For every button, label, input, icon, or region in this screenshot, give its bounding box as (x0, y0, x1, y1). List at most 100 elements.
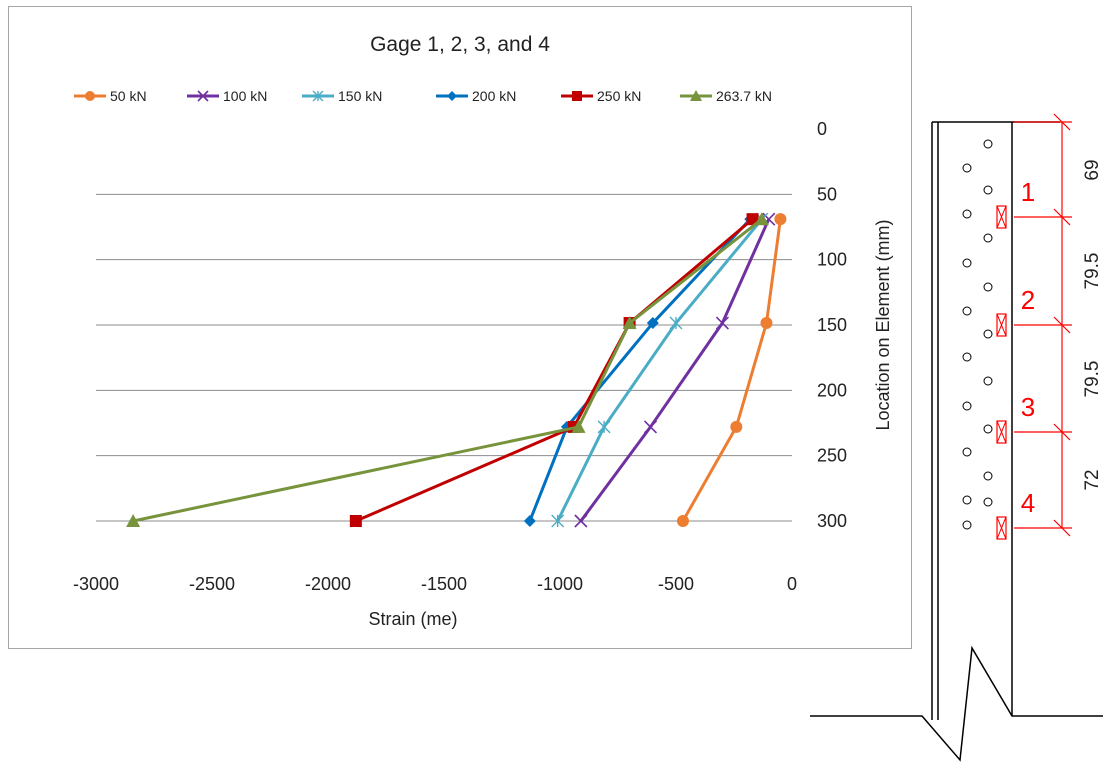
gage-label: 1 (1021, 177, 1035, 207)
hole-circle (962, 306, 972, 316)
data-point (669, 316, 683, 330)
y-tick-label: 50 (817, 184, 837, 204)
y-tick-label: 250 (817, 446, 847, 466)
hole-circle (983, 471, 993, 481)
legend-entry: 150 kN (302, 88, 382, 104)
data-point (85, 91, 95, 101)
strain-gage (996, 205, 1007, 229)
legend-entry: 263.7 kN (680, 88, 772, 104)
strain-gage-cross (996, 205, 1007, 229)
data-point (715, 316, 729, 330)
dimension-label: 72 (1082, 469, 1103, 490)
legend-label: 250 kN (597, 88, 641, 104)
data-point (690, 90, 702, 101)
y-tick-label: 100 (817, 250, 847, 270)
series-line (528, 218, 752, 522)
hole-circle (983, 329, 993, 339)
dimension-label: 79.5 (1082, 253, 1103, 290)
strain-gage-cross (996, 420, 1007, 444)
data-point (646, 317, 659, 330)
gage-3: 3 (996, 392, 1035, 444)
x-tick-label: -1000 (537, 574, 583, 594)
dimension-label: 79.5 (1082, 361, 1103, 398)
x-tick-label: -2000 (305, 574, 351, 594)
hole-circle (962, 209, 972, 219)
strain-gage-cross (996, 313, 1007, 337)
hole-circle (962, 163, 972, 173)
series-line (556, 218, 763, 522)
y-tick-label: 300 (817, 511, 847, 531)
hole-circle (983, 376, 993, 386)
gage-4: 4 (996, 488, 1035, 540)
hole-circle (983, 233, 993, 243)
strain-gage-cross (996, 516, 1007, 540)
y-tick-label: 0 (817, 119, 827, 139)
data-point (349, 515, 362, 527)
strain-gage (996, 313, 1007, 337)
dimension-tick (1053, 113, 1071, 131)
data-point (730, 420, 743, 433)
strain-gage (996, 420, 1007, 444)
legend-label: 150 kN (338, 88, 382, 104)
y-tick-label: 200 (817, 380, 847, 400)
hole-circle (962, 447, 972, 457)
data-point (754, 212, 769, 226)
legend-entry: 200 kN (436, 88, 516, 104)
data-point (676, 515, 689, 527)
data-point (746, 213, 759, 226)
data-point (523, 515, 536, 527)
data-point (571, 419, 586, 433)
data-point (774, 213, 787, 226)
x-tick-label: -2500 (189, 574, 235, 594)
y-axis-title: Location on Element (mm) (873, 219, 893, 430)
data-point (574, 514, 588, 528)
data-point (760, 317, 773, 330)
data-point (572, 91, 582, 101)
data-point (447, 91, 457, 101)
x-tick-label: -500 (658, 574, 694, 594)
strain-chart: Gage 1, 2, 3, and 4 0 50 100 150 200 250 300 -30… (73, 33, 893, 629)
series-line (132, 217, 763, 523)
chart-frame: Gage 1, 2, 3, and 4 0 50 100 150 200 250 300 -30… (8, 6, 912, 649)
x-tick-label: -3000 (73, 574, 119, 594)
hole-circle (983, 424, 993, 434)
data-point (597, 420, 611, 434)
legend-label: 263.7 kN (716, 88, 772, 104)
gage-label: 2 (1021, 285, 1035, 315)
legend-entry: 50 kN (74, 88, 147, 104)
legend-entry: 100 kN (187, 88, 267, 104)
data-point (312, 90, 324, 102)
data-point (551, 514, 565, 528)
gage-1: 1 (996, 177, 1035, 229)
x-tick-label: 0 (787, 574, 797, 594)
series-line (579, 218, 771, 522)
x-axis-title: Strain (me) (368, 609, 457, 629)
gage-label: 3 (1021, 392, 1035, 422)
legend-label: 200 kN (472, 88, 516, 104)
hole-circle (983, 282, 993, 292)
data-point (643, 420, 658, 434)
series-line (355, 218, 754, 523)
strain-gage (996, 516, 1007, 540)
dimension-label: 69 (1082, 159, 1103, 180)
dimension-tick (1053, 316, 1071, 334)
ground-break-line (810, 645, 1103, 762)
hole-circle (962, 258, 972, 268)
gage-label: 4 (1021, 488, 1035, 518)
legend-entry: 250 kN (561, 88, 641, 104)
hole-circle (962, 401, 972, 411)
gage-2: 2 (996, 285, 1035, 337)
dimension-tick (1053, 519, 1071, 537)
legend-label: 50 kN (110, 88, 147, 104)
series-50-kN (676, 213, 787, 527)
x-tick-label: -1500 (421, 574, 467, 594)
chart-title: Gage 1, 2, 3, and 4 (370, 33, 550, 56)
dimension-tick (1053, 208, 1071, 226)
hole-circle (962, 495, 972, 505)
y-tick-label: 150 (817, 315, 847, 335)
data-point (622, 316, 637, 330)
hole-circle (983, 497, 993, 507)
series-line (681, 218, 782, 522)
hole-circle (962, 520, 972, 530)
